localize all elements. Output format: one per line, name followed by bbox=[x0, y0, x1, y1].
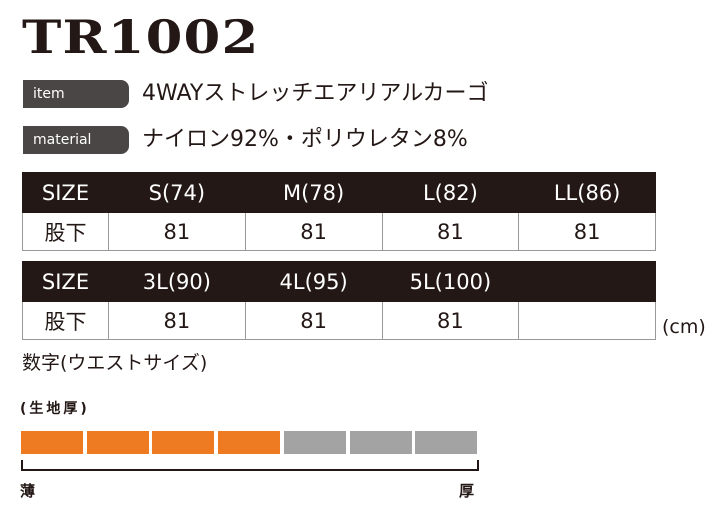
thickness-segment bbox=[218, 431, 281, 454]
cell: 股下 bbox=[22, 212, 109, 251]
table-header-row: SIZE 3L(90) 4L(95) 5L(100) bbox=[22, 261, 656, 302]
thick-label: 厚 bbox=[459, 482, 475, 500]
thickness-segment bbox=[152, 431, 215, 454]
cell: SIZE bbox=[22, 261, 109, 302]
scale-bracket bbox=[21, 460, 479, 471]
cell: 3L(90) bbox=[108, 261, 246, 302]
unit-label: (cm) bbox=[662, 316, 706, 338]
cell: 81 bbox=[108, 301, 246, 340]
cell: SIZE bbox=[22, 172, 109, 213]
cell: 81 bbox=[518, 212, 656, 251]
cell: 81 bbox=[108, 212, 246, 251]
thickness-segment bbox=[21, 431, 83, 454]
cell: L(82) bbox=[381, 172, 520, 213]
cell: S(74) bbox=[108, 172, 246, 213]
thickness-segment bbox=[415, 431, 478, 454]
thickness-segment bbox=[349, 431, 412, 454]
thin-label: 薄 bbox=[20, 482, 36, 500]
table-row: 股下 81 81 81 81 bbox=[22, 212, 656, 251]
cell: 81 bbox=[381, 212, 520, 251]
thickness-segment bbox=[283, 431, 346, 454]
product-code: TR1002 bbox=[22, 10, 260, 64]
item-tag: item bbox=[23, 80, 129, 108]
cell: 股下 bbox=[22, 301, 109, 340]
thickness-segment bbox=[86, 431, 149, 454]
cell: 4L(95) bbox=[244, 261, 383, 302]
material-value: ナイロン92%・ポリウレタン8% bbox=[142, 127, 468, 152]
cell: LL(86) bbox=[518, 172, 656, 213]
thickness-label: (生地厚) bbox=[20, 401, 90, 417]
cell: 81 bbox=[244, 212, 383, 251]
cell: 81 bbox=[244, 301, 383, 340]
item-value: 4WAYストレッチエアリアルカーゴ bbox=[142, 81, 489, 106]
cell: 81 bbox=[381, 301, 520, 340]
size-table-1: SIZE S(74) M(78) L(82) LL(86) 股下 81 81 81 81 bbox=[22, 172, 656, 251]
table-header-row: SIZE S(74) M(78) L(82) LL(86) bbox=[22, 172, 656, 213]
cell: 5L(100) bbox=[381, 261, 520, 302]
cell bbox=[518, 301, 656, 340]
material-tag: material bbox=[23, 126, 129, 154]
cell bbox=[518, 261, 656, 302]
table-row: 股下 81 81 81 bbox=[22, 301, 656, 340]
size-note: 数字(ウエストサイズ) bbox=[22, 352, 208, 374]
size-table-2: SIZE 3L(90) 4L(95) 5L(100) 股下 81 81 81 bbox=[22, 261, 656, 340]
cell: M(78) bbox=[244, 172, 383, 213]
